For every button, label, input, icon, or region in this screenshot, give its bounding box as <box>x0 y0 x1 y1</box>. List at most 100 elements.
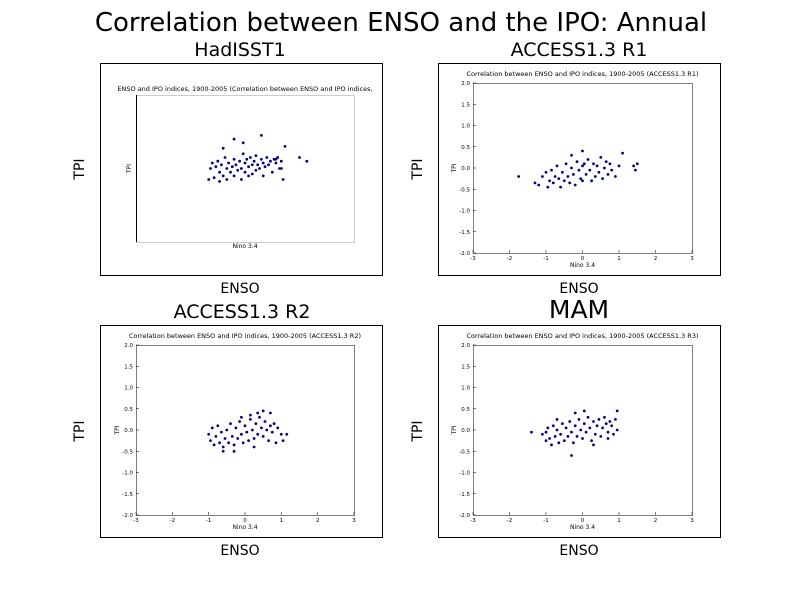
scatter-point <box>254 168 258 172</box>
scatter-point <box>555 428 559 432</box>
scatter-point <box>265 156 269 159</box>
scatter-point <box>577 418 581 421</box>
scatter-point <box>252 437 256 440</box>
scatter-point <box>236 437 240 440</box>
scatter-point <box>615 409 619 413</box>
scatter-point <box>232 137 236 141</box>
scatter-point <box>232 443 236 447</box>
panel-title: ACCESS1.3 R1 <box>511 39 648 61</box>
scatter-point <box>553 435 557 438</box>
scatter-point <box>274 161 278 165</box>
x-tick-label: -3 <box>470 256 476 262</box>
y-tick-label: 1.0 <box>461 386 470 392</box>
scatter-point <box>279 159 283 163</box>
scatter-point <box>249 418 252 421</box>
inner-xlabel: Nino 3.4 <box>232 524 257 531</box>
x-tick-label: 1 <box>617 518 621 524</box>
scatter-point <box>245 157 249 161</box>
scatter-point <box>229 422 232 425</box>
y-tick-label: 0.5 <box>461 407 470 413</box>
scatter-point <box>614 418 617 421</box>
inner-axes-frame <box>473 345 693 516</box>
outer-ylabel: TPI <box>410 158 426 180</box>
scatter-point <box>562 439 566 442</box>
scatter-point <box>250 163 254 167</box>
scatter-point <box>263 420 267 423</box>
x-tick-label: 3 <box>690 256 694 262</box>
scatter-point <box>265 428 269 432</box>
scatter-point <box>577 168 581 172</box>
scatter-point <box>590 439 593 442</box>
scatter-panel-4: MAM ENSO TPI Correlation between ENSO and I… <box>410 295 721 559</box>
panel-frame <box>100 325 383 538</box>
scatter-point <box>551 181 555 185</box>
y-tick-label: 1.0 <box>461 124 470 130</box>
panel-title: HadISST1 <box>194 39 285 61</box>
scatter-point <box>221 174 225 178</box>
scatter-point <box>234 426 238 430</box>
inner-title: Correlation between ENSO and IPO indices… <box>129 332 361 340</box>
scatter-point <box>601 426 604 430</box>
scatter-point <box>570 153 573 157</box>
y-tick-label: 1.0 <box>124 386 133 392</box>
scatter-point <box>240 432 243 436</box>
y-tick-label: 1.5 <box>461 364 470 370</box>
x-tick-label: 2 <box>654 256 658 262</box>
scatter-point <box>221 146 225 150</box>
inner-title: Correlation between ENSO and IPO indices… <box>466 70 698 78</box>
scatter-point <box>588 426 592 430</box>
scatter-point <box>249 156 252 159</box>
scatter-point <box>582 422 586 425</box>
scatter-point <box>210 426 214 430</box>
scatter-point <box>561 422 564 425</box>
outer-xlabel: ENSO <box>559 543 598 559</box>
scatter-point <box>548 437 551 440</box>
y-tick-label: -1.0 <box>459 471 470 477</box>
scatter-point <box>209 439 212 442</box>
scatter-point <box>606 430 610 434</box>
scatter-point <box>634 168 637 172</box>
scatter-point <box>584 430 588 434</box>
x-tick-label: 0 <box>243 518 247 524</box>
scatter-point <box>568 420 572 423</box>
y-tick-label: -0.5 <box>459 449 470 455</box>
scatter-point <box>601 177 604 181</box>
scatter-point <box>274 441 278 445</box>
y-tick-label: -1.0 <box>122 471 133 477</box>
x-tick-label: 3 <box>690 518 694 524</box>
inner-ylabel: TPI <box>451 163 458 173</box>
scatter-point <box>586 415 590 419</box>
scatter-point <box>240 415 243 419</box>
inner-title: Correlation between ENSO and IPO indices… <box>466 332 698 340</box>
y-tick-label: 0.5 <box>461 145 470 151</box>
scatter-point <box>568 181 572 185</box>
panel-frame <box>438 325 721 538</box>
y-tick-label: 0.5 <box>124 407 133 413</box>
scatter-point <box>279 432 283 436</box>
scatter-point <box>276 426 280 430</box>
scatter-point <box>263 165 267 169</box>
inner-ylabel: TPI <box>451 425 458 435</box>
scatter-point <box>561 170 564 174</box>
inner-ylabel: TPI <box>114 425 121 435</box>
scatter-point <box>517 175 520 178</box>
x-tick-label: 3 <box>352 518 356 524</box>
scatter-panel-3: ACCESS1.3 R2 ENSO TPI Correlation between E… <box>72 301 383 559</box>
scatter-point <box>261 161 265 165</box>
scatter-point <box>238 420 242 423</box>
y-tick-label: -2.0 <box>122 513 133 519</box>
scatter-point <box>570 454 573 457</box>
scatter-point <box>592 162 595 166</box>
scatter-point <box>212 176 216 180</box>
y-tick-label: -1.5 <box>459 230 470 236</box>
scatter-point <box>258 167 261 170</box>
y-tick-label: 2.0 <box>461 343 470 349</box>
y-tick-label: 1.5 <box>124 364 133 370</box>
x-tick-label: -1 <box>206 518 211 524</box>
scatter-point <box>260 134 263 137</box>
outer-ylabel: TPI <box>72 420 88 442</box>
scatter-point <box>223 156 227 159</box>
scatter-point <box>635 162 639 166</box>
scatter-point <box>272 422 276 425</box>
scatter-point <box>269 424 272 428</box>
